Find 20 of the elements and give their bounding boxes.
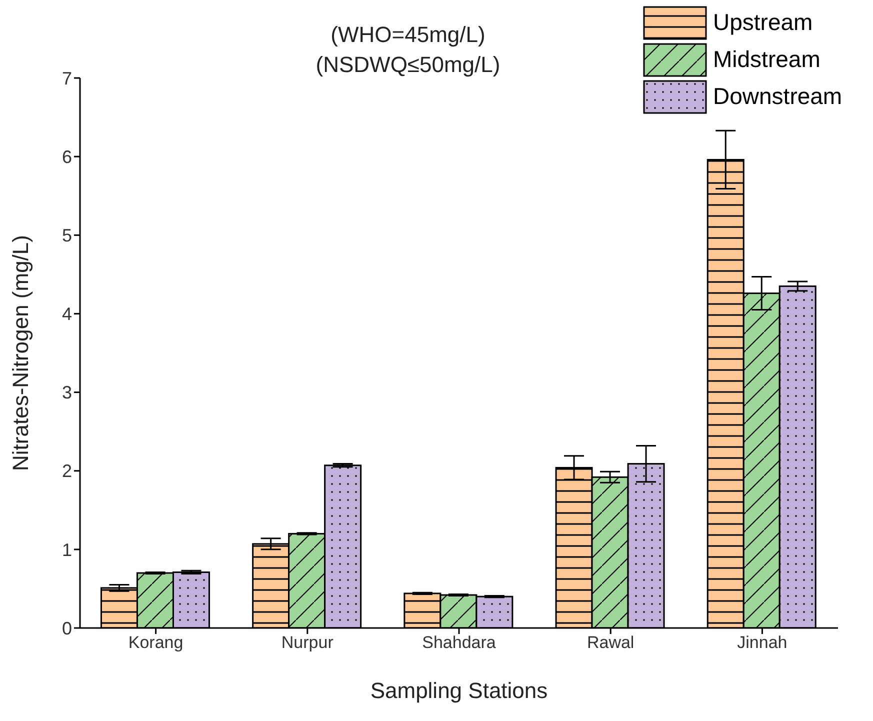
y-tick-label: 1 <box>62 540 72 560</box>
y-tick-label: 0 <box>62 618 72 638</box>
legend-label: Upstream <box>713 9 813 36</box>
y-tick-label: 6 <box>62 146 72 167</box>
y-tick-label: 7 <box>62 68 72 88</box>
y-tick-label: 3 <box>62 382 72 403</box>
x-tick-label: Nurpur <box>281 633 334 652</box>
y-axis-title: Nitrates-Nitrogen (mg/L) <box>8 235 33 471</box>
x-tick-label: Korang <box>128 633 184 652</box>
y-tick-label: 4 <box>62 304 72 324</box>
text: (NSDWQ≤50mg/L) <box>314 51 502 79</box>
y-tick-label: 2 <box>62 461 72 482</box>
x-tick-label: Jinnah <box>737 633 788 652</box>
legend-label: Downstream <box>713 83 842 110</box>
x-axis-title: Sampling Stations <box>370 678 548 703</box>
y-tick-label: 5 <box>62 226 72 246</box>
text: (WHO=45mg/L) <box>330 21 486 49</box>
x-tick-label: Rawal <box>586 633 634 652</box>
legend-label: Midstream <box>713 46 820 73</box>
x-tick-label: Shahdara <box>422 633 496 652</box>
